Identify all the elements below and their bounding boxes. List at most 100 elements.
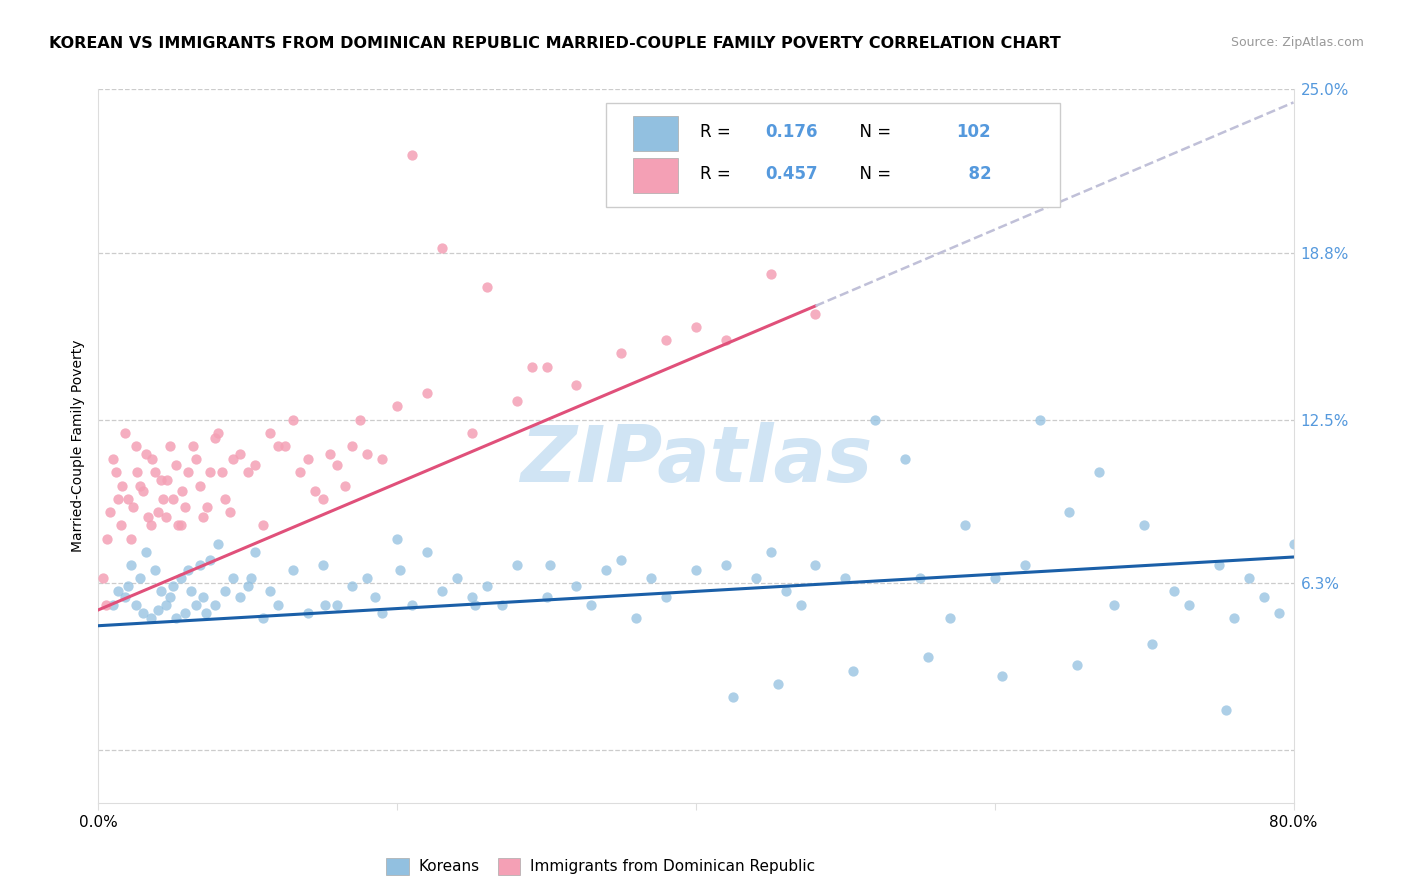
Point (655, 333, 678, 347)
Point (461, 425, 484, 440)
Point (953, 518, 976, 533)
Point (195, 606, 218, 620)
Point (416, 545, 439, 559)
Point (166, 518, 188, 533)
Point (461, 590, 484, 604)
Point (177, 466, 200, 480)
Point (1282, 537, 1305, 551)
Point (120, 558, 142, 572)
Point (581, 598, 603, 612)
Point (640, 571, 662, 585)
Point (610, 346, 633, 360)
Point (180, 584, 202, 599)
Point (326, 598, 349, 612)
Point (94, 598, 117, 612)
FancyBboxPatch shape (633, 159, 678, 193)
Point (389, 563, 412, 577)
Point (333, 478, 356, 492)
Point (184, 598, 207, 612)
Point (107, 491, 129, 506)
Point (1267, 606, 1289, 620)
Point (804, 307, 827, 321)
Point (117, 491, 139, 506)
Text: R =: R = (700, 123, 735, 141)
Point (595, 563, 617, 577)
Point (191, 590, 214, 604)
Point (100, 505, 122, 519)
Point (214, 491, 236, 506)
Point (714, 558, 737, 572)
Point (506, 394, 529, 409)
Point (1140, 637, 1163, 651)
Point (401, 598, 423, 612)
Point (1133, 518, 1156, 533)
Text: 82: 82 (956, 165, 991, 183)
Point (685, 320, 707, 334)
Point (626, 611, 648, 625)
Point (207, 425, 229, 440)
Point (1028, 412, 1050, 426)
Text: 102: 102 (956, 123, 991, 141)
Point (464, 598, 486, 612)
Point (538, 558, 561, 572)
Point (236, 579, 259, 593)
Point (103, 452, 125, 467)
Point (121, 500, 143, 514)
Point (685, 563, 707, 577)
Text: R =: R = (700, 165, 735, 183)
Point (229, 447, 252, 461)
Point (156, 474, 179, 488)
Point (371, 606, 394, 620)
Point (1178, 598, 1201, 612)
Point (304, 483, 326, 498)
Point (125, 439, 148, 453)
FancyBboxPatch shape (606, 103, 1060, 207)
Point (1059, 505, 1081, 519)
Point (188, 558, 211, 572)
Point (288, 466, 311, 480)
Point (200, 466, 222, 480)
Point (274, 439, 297, 453)
Point (169, 518, 191, 533)
Point (252, 611, 274, 625)
Point (894, 452, 917, 467)
Point (1066, 658, 1088, 673)
Point (174, 606, 197, 620)
Point (114, 590, 136, 604)
Point (804, 558, 827, 572)
Point (197, 500, 219, 514)
Point (132, 606, 155, 620)
Point (174, 500, 197, 514)
Point (475, 579, 498, 593)
Point (416, 386, 439, 401)
Point (204, 598, 226, 612)
Point (1088, 466, 1111, 480)
Point (475, 280, 498, 294)
Point (311, 558, 333, 572)
Point (1208, 558, 1230, 572)
Point (789, 598, 811, 612)
Point (132, 483, 155, 498)
Text: N =: N = (849, 123, 896, 141)
Point (177, 563, 200, 577)
Point (219, 505, 242, 519)
Point (356, 571, 378, 585)
Point (229, 590, 252, 604)
Point (1222, 611, 1246, 625)
Point (385, 532, 409, 546)
Point (148, 603, 170, 617)
Point (917, 650, 939, 665)
Point (349, 412, 371, 426)
Point (110, 518, 132, 533)
Point (165, 611, 187, 625)
Point (610, 552, 633, 566)
Point (150, 474, 173, 488)
Point (135, 447, 157, 461)
Point (245, 458, 267, 472)
Point (159, 590, 181, 604)
Point (200, 552, 222, 566)
Point (342, 579, 364, 593)
Point (114, 425, 136, 440)
Point (430, 584, 453, 599)
Point (169, 571, 191, 585)
